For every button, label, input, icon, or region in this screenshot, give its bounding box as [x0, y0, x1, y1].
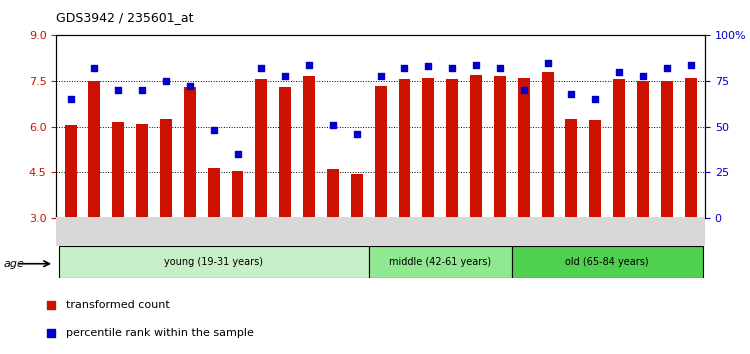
- Text: percentile rank within the sample: percentile rank within the sample: [66, 327, 254, 338]
- Point: [494, 65, 506, 71]
- Bar: [303, 76, 315, 218]
- Point: [279, 73, 291, 78]
- Point: [446, 65, 458, 71]
- Point: [255, 65, 267, 71]
- Text: GDS3942 / 235601_at: GDS3942 / 235601_at: [56, 11, 194, 24]
- Bar: [542, 72, 554, 218]
- Bar: [327, 169, 339, 218]
- Point: [374, 73, 387, 78]
- Point: [303, 62, 315, 67]
- Bar: [614, 79, 625, 218]
- Bar: [375, 86, 386, 218]
- Point: [88, 65, 101, 71]
- Point: [112, 87, 125, 93]
- Point: [398, 65, 410, 71]
- Point: [470, 62, 482, 67]
- Point: [566, 91, 578, 97]
- Bar: [279, 87, 291, 218]
- Bar: [184, 87, 196, 218]
- Bar: [590, 120, 602, 218]
- Bar: [637, 81, 649, 218]
- Point: [685, 62, 697, 67]
- Point: [351, 131, 363, 137]
- Point: [661, 65, 673, 71]
- Bar: [494, 76, 506, 218]
- Point: [614, 69, 626, 75]
- Bar: [446, 79, 458, 218]
- Bar: [422, 78, 434, 218]
- Point: [64, 96, 76, 102]
- Point: [136, 87, 148, 93]
- Bar: [232, 171, 244, 218]
- Bar: [398, 79, 410, 218]
- Bar: [661, 81, 673, 218]
- FancyBboxPatch shape: [512, 246, 703, 278]
- Point: [637, 73, 649, 78]
- Bar: [64, 125, 76, 218]
- Point: [208, 127, 220, 133]
- Point: [45, 302, 57, 307]
- Point: [590, 96, 602, 102]
- FancyBboxPatch shape: [58, 246, 369, 278]
- Bar: [208, 167, 220, 218]
- Point: [422, 64, 434, 69]
- Bar: [351, 174, 363, 218]
- Point: [542, 60, 554, 65]
- Text: age: age: [4, 259, 25, 269]
- Bar: [566, 119, 578, 218]
- Text: young (19-31 years): young (19-31 years): [164, 257, 263, 267]
- Text: transformed count: transformed count: [66, 299, 170, 310]
- Bar: [256, 79, 267, 218]
- Bar: [470, 75, 482, 218]
- Bar: [136, 124, 148, 218]
- Bar: [160, 119, 172, 218]
- Text: old (65-84 years): old (65-84 years): [566, 257, 649, 267]
- Point: [327, 122, 339, 127]
- Bar: [685, 78, 697, 218]
- Text: middle (42-61 years): middle (42-61 years): [389, 257, 491, 267]
- Bar: [518, 78, 530, 218]
- Point: [518, 87, 530, 93]
- FancyBboxPatch shape: [369, 246, 512, 278]
- Bar: [112, 122, 125, 218]
- Bar: [88, 81, 101, 218]
- Point: [184, 84, 196, 89]
- Point: [45, 330, 57, 336]
- Point: [232, 151, 244, 157]
- Point: [160, 78, 172, 84]
